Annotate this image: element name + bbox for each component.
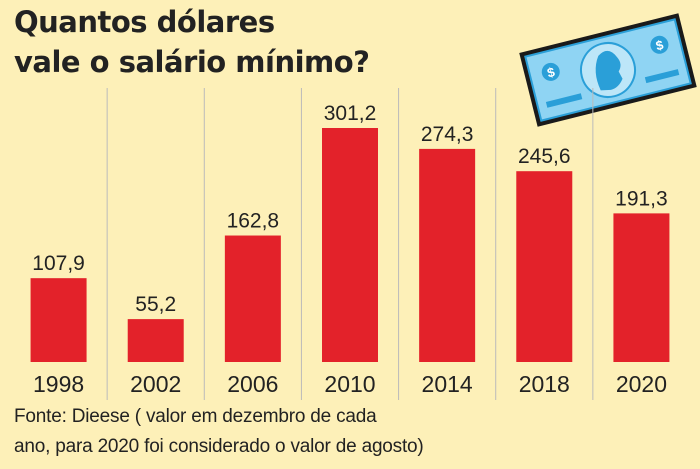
bar-1998 [30,278,87,362]
category-label-2002: 2002 [130,371,181,397]
source-line-2: ano, para 2020 foi considerado o valor d… [14,436,424,457]
bar-2020 [613,213,670,362]
chart-title: Quantos dólares vale o salário mínimo? [14,2,370,82]
category-label-2010: 2010 [324,371,375,397]
category-label-2018: 2018 [519,371,570,397]
dollar-sign-right: $ [654,37,665,53]
category-label-2006: 2006 [227,371,278,397]
title-line-2: vale o salário mínimo? [14,45,370,79]
category-label-2014: 2014 [422,371,473,397]
bar-2010 [322,128,378,362]
value-label-1998: 107,9 [32,252,85,275]
category-label-1998: 1998 [33,371,84,397]
dollar-bill-icon: $ $ [519,13,697,127]
title-line-1: Quantos dólares [14,5,275,39]
bar-2006 [224,235,281,362]
value-label-2018: 245,6 [518,145,571,168]
dollar-sign-left: $ [546,64,557,80]
category-label-2020: 2020 [616,371,667,397]
bar-2002 [127,319,184,362]
value-label-2002: 55,2 [135,293,176,316]
value-label-2006: 162,8 [227,210,280,233]
source-note: Fonte: Dieese ( valor em dezembro de cad… [14,402,424,462]
source-line-1: Fonte: Dieese ( valor em dezembro de cad… [14,406,377,427]
value-label-2020: 191,3 [615,187,668,210]
value-label-2010: 301,2 [324,102,377,125]
bar-2014 [419,148,476,362]
bar-2018 [516,171,573,362]
value-label-2014: 274,3 [421,123,474,146]
